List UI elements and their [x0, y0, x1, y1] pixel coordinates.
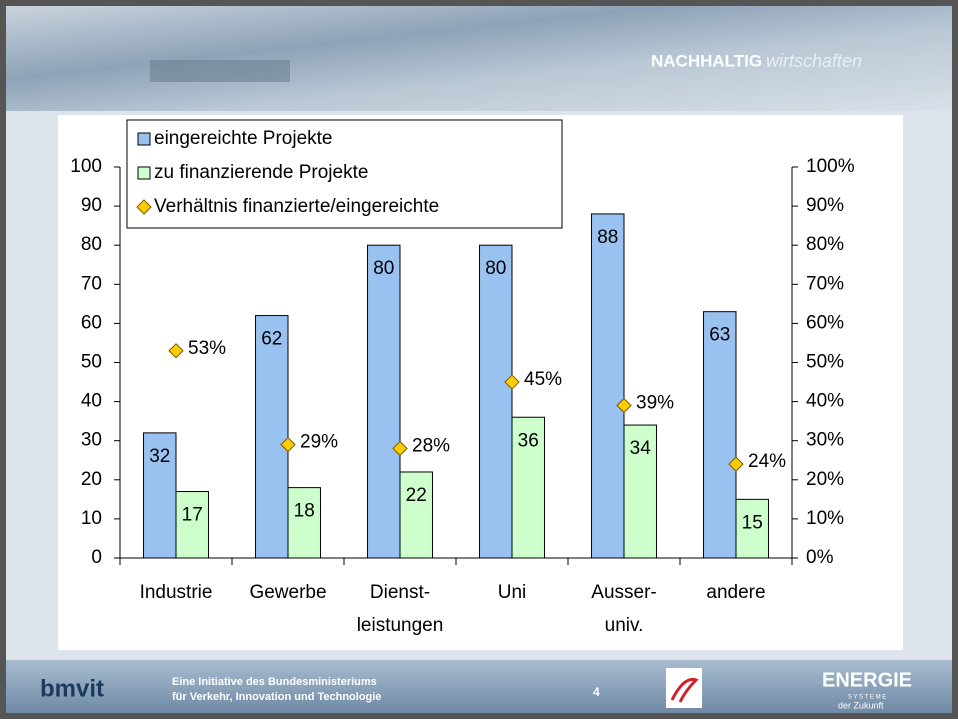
- header-decor: [150, 60, 290, 82]
- bar: [592, 214, 624, 558]
- bar: [256, 316, 288, 558]
- page: NACHHALTIG wirtschaften 0 10 20 30 40 50 60 70 8…: [0, 0, 958, 719]
- x-tick-label: Uni: [498, 582, 527, 603]
- y-tick-label: 40: [81, 391, 102, 412]
- legend-label: eingereichte Projekte: [154, 128, 333, 149]
- x-tick-label: Industrie: [140, 582, 213, 603]
- y-tick-label: 100: [70, 156, 102, 177]
- y-tick-label: 10: [81, 508, 102, 529]
- y2-tick-label: 60%: [806, 312, 844, 333]
- y2-tick-label: 30%: [806, 430, 844, 451]
- bar-value-label: 80: [485, 258, 506, 279]
- bar-value-label: 18: [294, 501, 315, 522]
- ratio-value-label: 39%: [636, 393, 674, 414]
- x-tick-label: leistungen: [357, 615, 444, 636]
- bar-value-label: 88: [597, 227, 618, 248]
- footer-initiative: Eine Initiative des Bundesministeriums: [172, 676, 377, 688]
- legend-label: zu finanzierende Projekte: [154, 162, 368, 183]
- y2-tick-label: 100%: [806, 156, 855, 177]
- bar-value-label: 36: [518, 430, 539, 451]
- ratio-value-label: 29%: [300, 432, 338, 453]
- footer-initiative: für Verkehr, Innovation und Technologie: [172, 691, 381, 703]
- bar: [480, 245, 512, 558]
- bar-value-label: 63: [709, 325, 730, 346]
- bar-value-label: 34: [630, 438, 652, 459]
- y2-tick-label: 0%: [806, 547, 834, 568]
- y2-tick-label: 50%: [806, 352, 844, 373]
- x-tick-label: Ausser-: [591, 582, 656, 603]
- y-tick-label: 90: [81, 195, 102, 216]
- footer-brand: ENERGIE: [822, 669, 912, 691]
- footer-logo: bmvit: [40, 675, 104, 702]
- page-number: 4: [593, 685, 600, 699]
- slide: NACHHALTIG wirtschaften 0 10 20 30 40 50 60 70 8…: [0, 0, 958, 719]
- y2-tick-label: 40%: [806, 391, 844, 412]
- ratio-value-label: 24%: [748, 451, 786, 472]
- legend-label: Verhältnis finanzierte/eingereichte: [154, 196, 439, 217]
- x-tick-label: Dienst-: [370, 582, 430, 603]
- y-tick-label: 0: [91, 547, 102, 568]
- ratio-value-label: 53%: [188, 338, 226, 359]
- bar-value-label: 15: [742, 512, 763, 533]
- bar: [288, 488, 320, 558]
- bar: [368, 245, 400, 558]
- bar-value-label: 32: [149, 446, 170, 467]
- y-tick-label: 60: [81, 312, 102, 333]
- footer-brand-sub: der Zukunft: [838, 700, 884, 710]
- partner-logo: [666, 668, 702, 708]
- legend-marker: [138, 167, 150, 179]
- brand-bold: NACHHALTIG: [651, 51, 762, 70]
- y-tick-label: 50: [81, 352, 102, 373]
- y2-tick-label: 20%: [806, 469, 844, 490]
- bar-value-label: 80: [373, 258, 394, 279]
- y2-tick-label: 90%: [806, 195, 844, 216]
- bar-value-label: 22: [406, 485, 427, 506]
- x-tick-label: andere: [706, 582, 765, 603]
- y2-tick-label: 10%: [806, 508, 844, 529]
- legend-marker: [138, 133, 150, 145]
- y-tick-label: 70: [81, 273, 102, 294]
- x-tick-label: univ.: [605, 615, 644, 636]
- footer-bar: [6, 660, 952, 713]
- ratio-value-label: 28%: [412, 436, 450, 457]
- y-tick-label: 20: [81, 469, 102, 490]
- ratio-value-label: 45%: [524, 369, 562, 390]
- bar-value-label: 62: [261, 329, 282, 350]
- bar: [704, 312, 736, 558]
- y-tick-label: 80: [81, 234, 102, 255]
- brand-light: wirtschaften: [766, 51, 862, 71]
- y2-tick-label: 70%: [806, 273, 844, 294]
- y-tick-label: 30: [81, 430, 102, 451]
- y2-tick-label: 80%: [806, 234, 844, 255]
- x-tick-label: Gewerbe: [249, 582, 326, 603]
- bar-value-label: 17: [182, 505, 203, 526]
